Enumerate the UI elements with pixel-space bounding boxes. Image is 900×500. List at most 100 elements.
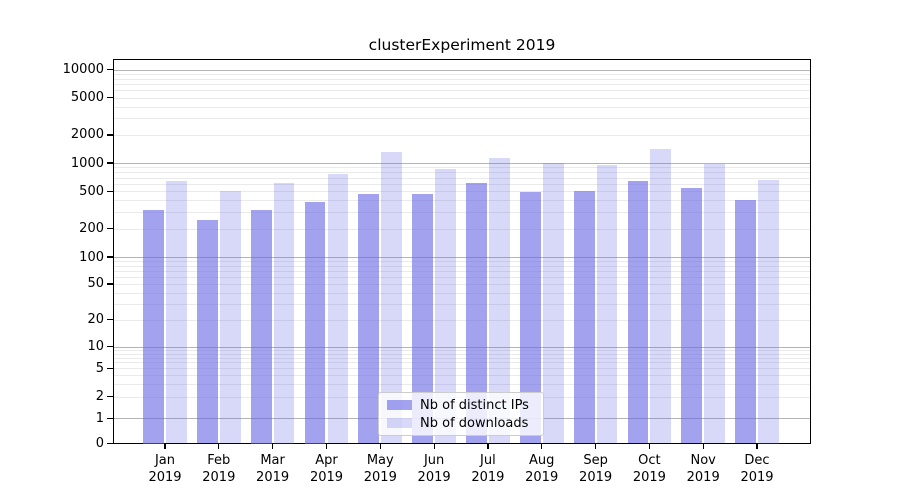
- gridline-300: [114, 212, 810, 214]
- y-tick-label-5000: 5000: [70, 90, 104, 106]
- x-tick-label-oct: Oct 2019: [632, 453, 666, 485]
- gridline-4000: [114, 106, 810, 108]
- bar-distinct-ips-nov: [681, 187, 703, 444]
- y-tick-mark-100: [107, 256, 113, 258]
- legend-item-distinct-ips: Nb of distinct IPs: [387, 398, 535, 413]
- x-tick-label-apr: Apr 2019: [309, 453, 344, 485]
- x-tick-label-feb: Feb 2019: [202, 453, 236, 485]
- bar-downloads-oct: [650, 149, 672, 444]
- gridline-30: [114, 303, 810, 305]
- y-tick-mark-0: [107, 442, 113, 445]
- bar-distinct-ips-dec: [735, 200, 756, 444]
- x-tick-label-mar: Mar 2019: [256, 453, 290, 485]
- y-tick-label-100: 100: [79, 249, 104, 265]
- bar-distinct-ips-oct: [627, 180, 649, 444]
- legend-item-downloads: Nb of downloads: [387, 416, 535, 431]
- gridline-50: [114, 283, 810, 285]
- bar-distinct-ips-jun: [412, 193, 434, 444]
- x-tick-mark-mar: [272, 443, 274, 449]
- bar-downloads-apr: [327, 174, 349, 444]
- gridline-900: [114, 167, 810, 169]
- x-tick-label-dec: Dec 2019: [740, 453, 774, 485]
- x-tick-label-sep: Sep 2019: [579, 453, 613, 485]
- gridline-600: [114, 183, 810, 185]
- y-tick-label-10000: 10000: [62, 62, 104, 77]
- gridline-80: [114, 265, 810, 267]
- bar-downloads-aug: [542, 162, 564, 444]
- bar-distinct-ips-feb: [196, 219, 218, 444]
- x-tick-mark-jun: [433, 443, 435, 449]
- x-tick-mark-feb: [218, 443, 220, 449]
- gridline-3: [114, 384, 810, 385]
- y-tick-mark-500: [107, 190, 113, 192]
- x-tick-label-nov: Nov 2019: [686, 453, 720, 485]
- gridline-400: [114, 200, 810, 202]
- bar-downloads-mar: [273, 182, 295, 444]
- bar-distinct-ips-mar: [250, 209, 272, 444]
- y-tick-label-20: 20: [87, 312, 104, 328]
- y-tick-label-10: 10: [87, 339, 104, 354]
- y-tick-mark-200: [107, 228, 113, 230]
- y-tick-label-50: 50: [87, 276, 104, 292]
- y-tick-mark-10000: [107, 68, 113, 71]
- gridline-500: [114, 191, 810, 193]
- bar-downloads-dec: [758, 180, 779, 444]
- chart-title: clusterExperiment 2019: [368, 36, 556, 54]
- gridline-9: [114, 349, 810, 351]
- gridline-800: [114, 172, 810, 174]
- legend: Nb of distinct IPs Nb of downloads: [378, 392, 544, 436]
- y-tick-mark-2000: [107, 134, 113, 136]
- x-tick-mark-aug: [541, 443, 543, 449]
- bar-downloads-sep: [596, 164, 618, 444]
- gridline-8: [114, 353, 810, 355]
- gridline-8000: [114, 78, 810, 80]
- y-tick-label-1000: 1000: [70, 155, 104, 171]
- bar-downloads-feb: [219, 191, 241, 444]
- bar-downloads-jul: [488, 158, 510, 444]
- bar-downloads-may: [381, 151, 403, 444]
- x-tick-mark-sep: [595, 443, 597, 449]
- x-tick-mark-apr: [325, 443, 328, 449]
- x-tick-mark-oct: [648, 443, 651, 449]
- x-tick-label-aug: Aug 2019: [525, 453, 559, 485]
- y-tick-mark-10: [107, 345, 113, 348]
- y-tick-label-500: 500: [79, 183, 104, 199]
- y-tick-mark-1: [107, 417, 113, 419]
- x-tick-mark-dec: [756, 443, 758, 449]
- bar-downloads-jan: [166, 181, 187, 444]
- gridline-10000: [114, 69, 810, 71]
- y-tick-mark-2: [107, 396, 113, 398]
- gridline-7: [114, 357, 810, 359]
- y-tick-label-200: 200: [79, 221, 104, 237]
- y-tick-label-1: 1: [95, 410, 104, 426]
- x-tick-label-jun: Jun 2019: [417, 453, 451, 485]
- y-tick-mark-5000: [107, 97, 113, 99]
- gridline-6: [114, 362, 810, 364]
- legend-label-downloads: Nb of downloads: [420, 415, 529, 431]
- gridline-7000: [114, 84, 810, 85]
- gridline-3000: [114, 118, 810, 120]
- gridline-4: [114, 375, 810, 377]
- legend-swatch-downloads: [387, 418, 412, 428]
- x-tick-mark-may: [379, 443, 381, 449]
- gridline-1000: [114, 163, 810, 164]
- gridline-90: [114, 261, 810, 263]
- bar-distinct-ips-jan: [143, 209, 164, 444]
- gridline-700: [114, 177, 810, 179]
- gridline-100: [114, 257, 810, 258]
- plot-area: [113, 59, 811, 444]
- gridline-6000: [114, 90, 810, 92]
- gridline-2000: [114, 134, 810, 136]
- gridline-60: [114, 276, 810, 278]
- y-tick-label-0: 0: [95, 436, 104, 451]
- gridline-5: [114, 368, 810, 370]
- x-tick-mark-jul: [487, 443, 489, 449]
- gridline-200: [114, 228, 810, 230]
- legend-swatch-distinct-ips: [387, 400, 412, 410]
- bar-downloads-nov: [704, 163, 726, 444]
- gridline-20: [114, 319, 810, 321]
- y-tick-mark-20: [107, 319, 113, 321]
- y-tick-mark-5: [107, 367, 113, 369]
- x-tick-mark-nov: [702, 443, 704, 449]
- y-tick-mark-50: [107, 283, 113, 285]
